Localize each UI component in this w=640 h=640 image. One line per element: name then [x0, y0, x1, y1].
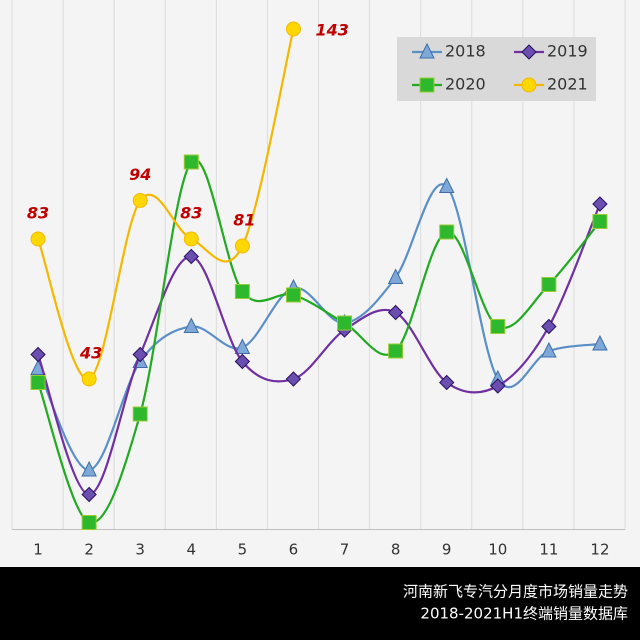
data-point	[387, 268, 404, 284]
data-point	[30, 346, 46, 363]
x-tick-label: 6	[289, 541, 299, 559]
chart-title: 河南新飞专汽分月度市场销量走势	[403, 583, 628, 601]
x-tick-label: 12	[590, 541, 609, 559]
data-point	[438, 177, 455, 193]
data-point	[183, 248, 199, 265]
x-tick-label: 3	[135, 541, 145, 559]
data-point	[337, 315, 353, 331]
data-point	[81, 515, 97, 530]
data-point	[285, 21, 301, 37]
x-tick-label: 1	[33, 541, 43, 559]
data-point	[234, 353, 251, 370]
x-tick-label: 11	[539, 541, 558, 559]
data-point	[439, 374, 455, 391]
x-tick-label: 4	[187, 541, 197, 559]
data-point	[439, 224, 455, 240]
data-point	[81, 486, 97, 503]
data-point	[490, 319, 506, 334]
data-point	[592, 334, 608, 351]
data-point	[387, 304, 404, 321]
data-point	[30, 375, 46, 390]
data-point	[132, 346, 148, 363]
data-point	[490, 378, 506, 394]
data-label: 143	[315, 21, 348, 40]
data-point	[285, 287, 301, 303]
data-point	[30, 231, 46, 247]
data-point	[541, 318, 557, 335]
legend-marker	[419, 42, 435, 59]
data-point	[183, 317, 200, 333]
data-point	[234, 238, 250, 254]
data-label: 81	[233, 211, 255, 230]
data-point	[234, 338, 251, 354]
chart-subtitle: 2018-2021H1终端销量数据库	[420, 605, 628, 623]
data-point	[132, 406, 148, 422]
data-label: 43	[79, 344, 102, 363]
data-point	[183, 154, 199, 170]
data-label: 83	[180, 204, 202, 223]
data-point	[132, 193, 148, 208]
legend-marker	[419, 77, 435, 93]
x-tick-label: 7	[340, 541, 350, 559]
data-point	[81, 460, 97, 477]
legend-marker	[521, 77, 537, 93]
data-point	[592, 196, 608, 212]
data-point	[541, 277, 557, 292]
data-label: 83	[27, 204, 49, 223]
x-tick-label: 9	[442, 541, 452, 559]
x-tick-label: 8	[391, 541, 401, 559]
data-point	[234, 284, 250, 299]
legend-marker	[521, 44, 537, 60]
footer	[0, 567, 640, 640]
legend-label: 2019	[547, 42, 588, 61]
data-point	[183, 231, 199, 247]
data-point	[388, 343, 404, 359]
x-tick-label: 2	[84, 541, 94, 559]
data-point	[81, 371, 97, 387]
data-point	[285, 371, 302, 387]
data-label: 94	[129, 165, 151, 184]
legend-label: 2021	[547, 75, 588, 94]
x-tick-label: 10	[488, 541, 507, 559]
data-point	[541, 341, 557, 358]
data-point	[592, 214, 608, 229]
legend-label: 2020	[445, 75, 486, 94]
legend-label: 2018	[445, 42, 486, 61]
x-tick-label: 5	[238, 541, 248, 559]
series-line	[37, 28, 295, 381]
